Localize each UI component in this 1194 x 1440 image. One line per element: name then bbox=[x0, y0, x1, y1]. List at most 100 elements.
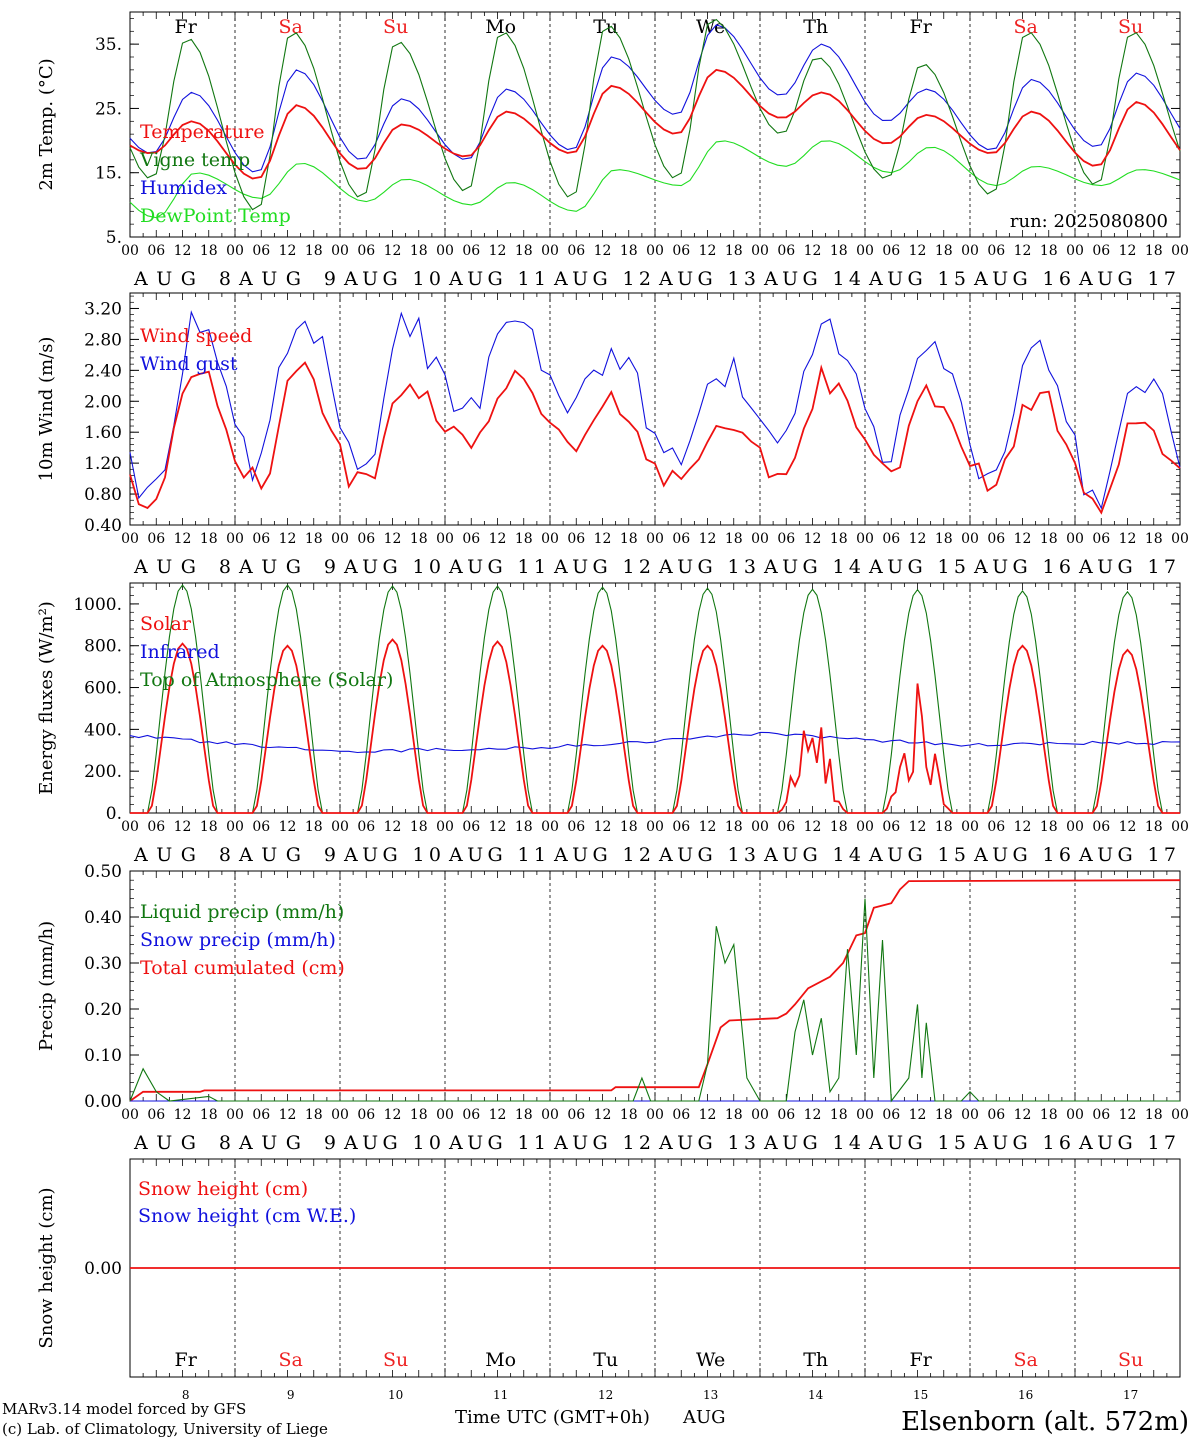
date-label: AUG 15 bbox=[868, 1132, 966, 1154]
hour-tick-label: 00 bbox=[226, 243, 244, 259]
hour-tick-label: 00 bbox=[121, 1107, 139, 1123]
y-axis-label: 10m Wind (m/s) bbox=[36, 337, 57, 482]
hour-tick-label: 12 bbox=[1119, 531, 1137, 547]
weekday-label: Su bbox=[1118, 16, 1143, 38]
hour-tick-label: 06 bbox=[147, 1107, 165, 1123]
y-tick-label: 15. bbox=[95, 164, 122, 184]
hour-tick-label: 00 bbox=[961, 1107, 979, 1123]
hour-tick-label: 00 bbox=[331, 243, 349, 259]
date-label: AUG 12 bbox=[553, 844, 651, 866]
date-label: AUG 16 bbox=[973, 556, 1071, 578]
hour-tick-label: 18 bbox=[305, 531, 323, 547]
hour-tick-label: 18 bbox=[515, 819, 533, 835]
hour-tick-label: 00 bbox=[751, 1107, 769, 1123]
hour-tick-label: 12 bbox=[489, 819, 507, 835]
date-label: AUG 11 bbox=[448, 1132, 546, 1154]
run-label: run: 2025080800 bbox=[1010, 211, 1168, 232]
weekday-label: Th bbox=[803, 16, 828, 38]
hour-tick-label: 18 bbox=[515, 243, 533, 259]
legend-entry: Humidex bbox=[140, 177, 227, 199]
date-label: AUG 8 bbox=[133, 556, 231, 578]
day-number-label: 10 bbox=[388, 1388, 403, 1402]
hour-tick-label: 06 bbox=[987, 243, 1005, 259]
hour-tick-label: 18 bbox=[1145, 531, 1163, 547]
hour-tick-label: 00 bbox=[541, 243, 559, 259]
day-number-label: 8 bbox=[182, 1388, 190, 1402]
date-label: AUG 10 bbox=[343, 556, 441, 578]
hour-tick-label: 12 bbox=[804, 243, 822, 259]
day-number-label: 11 bbox=[493, 1388, 508, 1402]
y-axis-label: 2m Temp. (°C) bbox=[36, 58, 57, 190]
date-label: AUG 11 bbox=[448, 844, 546, 866]
legend-entry: Solar bbox=[140, 613, 192, 635]
lab-credit: (c) Lab. of Climatology, University of L… bbox=[2, 1420, 328, 1438]
hour-tick-label: 00 bbox=[436, 243, 454, 259]
hour-tick-label: 06 bbox=[252, 531, 270, 547]
hour-tick-label: 12 bbox=[384, 243, 402, 259]
hour-tick-label: 00 bbox=[961, 243, 979, 259]
day-number-label: 15 bbox=[913, 1388, 928, 1402]
hour-tick-label: 12 bbox=[699, 819, 717, 835]
date-label: AUG 14 bbox=[763, 556, 861, 578]
y-tick-label: 0.00 bbox=[84, 1259, 122, 1279]
series-line-dewpoint-temp bbox=[129, 140, 1181, 219]
y-tick-label: 35. bbox=[95, 35, 122, 55]
hour-tick-label: 00 bbox=[331, 531, 349, 547]
hour-tick-label: 18 bbox=[725, 243, 743, 259]
hour-tick-label: 06 bbox=[777, 1107, 795, 1123]
series-line-infrared bbox=[129, 731, 1181, 754]
date-label: AUG 10 bbox=[343, 268, 441, 290]
hour-tick-label: 06 bbox=[462, 819, 480, 835]
hour-tick-label: 18 bbox=[410, 819, 428, 835]
hour-tick-label: 18 bbox=[410, 531, 428, 547]
hour-tick-label: 18 bbox=[725, 1107, 743, 1123]
hour-tick-label: 06 bbox=[672, 819, 690, 835]
hour-tick-label: 18 bbox=[515, 531, 533, 547]
day-number-label: 14 bbox=[808, 1388, 824, 1402]
hour-tick-label: 12 bbox=[594, 819, 612, 835]
hour-tick-label: 18 bbox=[200, 243, 218, 259]
weekday-label: Fr bbox=[175, 16, 198, 38]
hour-tick-label: 00 bbox=[646, 1107, 664, 1123]
date-label: AUG 15 bbox=[868, 844, 966, 866]
hour-tick-label: 00 bbox=[856, 531, 874, 547]
hour-tick-label: 00 bbox=[121, 243, 139, 259]
hour-tick-label: 18 bbox=[830, 531, 848, 547]
hour-tick-label: 12 bbox=[174, 1107, 192, 1123]
hour-tick-label: 18 bbox=[935, 243, 953, 259]
hour-tick-label: 18 bbox=[725, 531, 743, 547]
meteogram-panels: 5. 15. 25. 35. 2m Temp. (°C) 00 06 12 18 00 06 12 18… bbox=[36, 11, 1189, 1402]
legend-entry: Temperature bbox=[140, 121, 264, 143]
date-label: AUG 10 bbox=[343, 1132, 441, 1154]
hour-tick-label: 00 bbox=[1066, 1107, 1084, 1123]
hour-tick-label: 06 bbox=[147, 243, 165, 259]
hour-tick-label: 12 bbox=[279, 243, 297, 259]
series-group bbox=[129, 584, 1181, 814]
hour-tick-label: 12 bbox=[1014, 243, 1032, 259]
hour-tick-label: 12 bbox=[909, 1107, 927, 1123]
hour-tick-label: 06 bbox=[147, 819, 165, 835]
weekday-label: Sa bbox=[1013, 1349, 1037, 1371]
hour-tick-label: 18 bbox=[935, 531, 953, 547]
y-tick-label: 0.50 bbox=[84, 862, 122, 882]
y-tick-label: 1.60 bbox=[84, 423, 122, 443]
hour-tick-label: 18 bbox=[410, 243, 428, 259]
hour-tick-label: 18 bbox=[830, 1107, 848, 1123]
hour-tick-label: 18 bbox=[1145, 819, 1163, 835]
hour-tick-label: 18 bbox=[620, 243, 638, 259]
hour-tick-label: 06 bbox=[1092, 819, 1110, 835]
y-tick-label: 400. bbox=[84, 720, 122, 740]
hour-tick-label: 18 bbox=[1040, 531, 1058, 547]
hour-tick-label: 12 bbox=[909, 819, 927, 835]
hour-tick-label: 00 bbox=[331, 819, 349, 835]
hour-tick-label: 06 bbox=[252, 819, 270, 835]
weekday-label: Mo bbox=[485, 1349, 516, 1371]
date-label: AUG 16 bbox=[973, 1132, 1071, 1154]
legend-entry: Wind gust bbox=[140, 353, 238, 375]
date-label: AUG 17 bbox=[1078, 844, 1176, 866]
hour-tick-label: 06 bbox=[357, 1107, 375, 1123]
hour-tick-label: 18 bbox=[725, 819, 743, 835]
date-label: AUG 8 bbox=[133, 268, 231, 290]
date-label: AUG 13 bbox=[658, 844, 756, 866]
weekday-label: Mo bbox=[485, 16, 516, 38]
